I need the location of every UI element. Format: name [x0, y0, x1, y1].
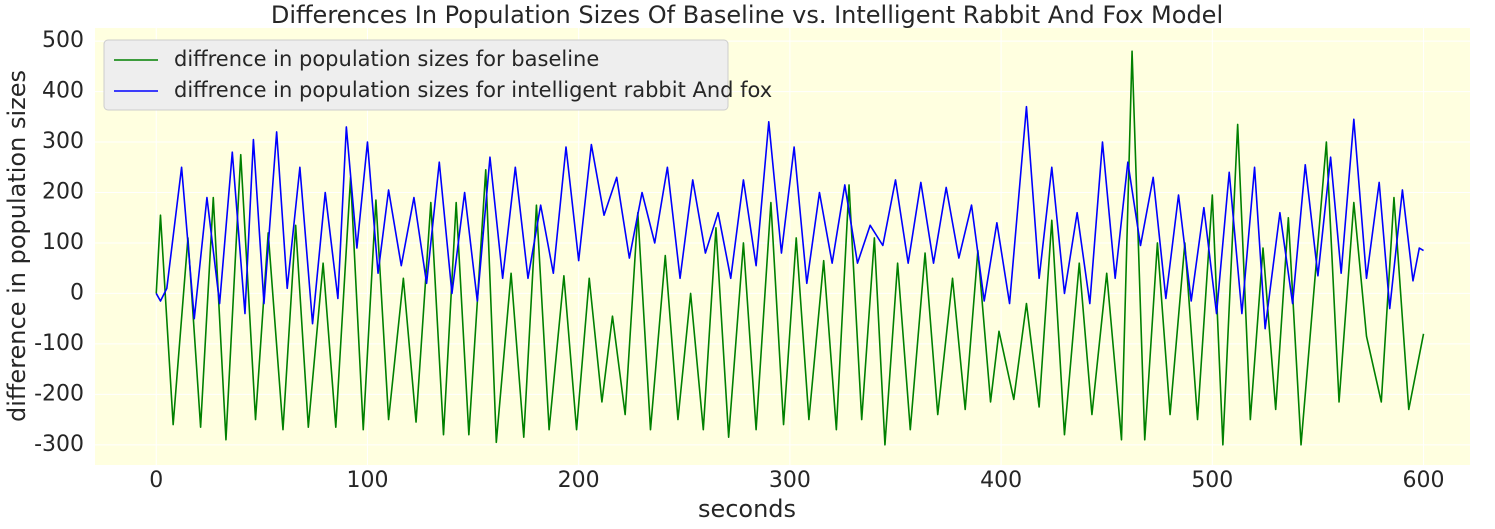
x-tick-label: 500 [1191, 468, 1233, 493]
y-tick-label: -100 [34, 331, 84, 356]
legend-label: diffrence in population sizes for baseli… [174, 47, 599, 71]
x-tick-label: 0 [149, 468, 163, 493]
y-tick-label: -300 [34, 432, 84, 457]
y-tick-label: 200 [42, 180, 84, 205]
y-tick-label: 0 [70, 280, 84, 305]
legend: diffrence in population sizes for baseli… [103, 39, 772, 111]
y-axis-label: difference in population sizes [3, 70, 31, 422]
chart-title: Differences In Population Sizes Of Basel… [271, 1, 1223, 29]
x-tick-label: 300 [769, 468, 811, 493]
legend-label: diffrence in population sizes for intell… [174, 78, 772, 102]
series-line [155, 105, 1424, 330]
series-line [155, 50, 1425, 446]
x-tick-label: 200 [558, 468, 600, 493]
y-tick-label: 500 [42, 28, 84, 53]
x-tick-label: 400 [980, 468, 1022, 493]
legend-box [103, 39, 729, 111]
y-tick-label: 300 [42, 129, 84, 154]
lines [155, 50, 1425, 446]
y-tick-label: 100 [42, 230, 84, 255]
x-tick-label: 600 [1403, 468, 1445, 493]
x-tick-label: 100 [346, 468, 388, 493]
y-tick-label: 400 [42, 79, 84, 104]
y-tick-label: -200 [34, 381, 84, 406]
x-axis-label: seconds [698, 495, 796, 523]
